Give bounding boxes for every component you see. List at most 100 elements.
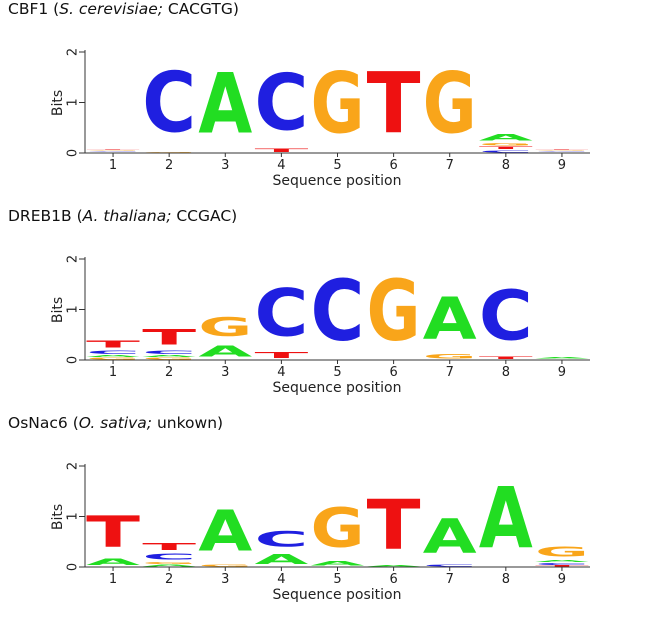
y-tick-label: 2	[66, 255, 81, 263]
logo-letter-C: C	[142, 54, 196, 152]
sequence-logo-chart: Bits Sequence position ACGTAGCCATCAGCTAG…	[50, 48, 590, 189]
species-name: A. thaliana;	[82, 207, 172, 225]
motif-sequence: unkown)	[152, 414, 224, 432]
logo-letter-C: C	[535, 151, 589, 152]
x-axis-title: Sequence position	[273, 587, 402, 603]
y-axis-title: Bits	[50, 504, 66, 530]
logo-letter-G: G	[311, 497, 365, 560]
x-tick-label: 5	[333, 365, 341, 380]
x-tick-label: 5	[333, 158, 341, 173]
x-tick-label: 9	[558, 572, 566, 587]
x-tick-label: 3	[221, 158, 229, 173]
logo-letter-G: G	[311, 54, 365, 152]
y-tick-label: 0	[66, 356, 81, 364]
x-tick-label: 8	[502, 158, 510, 173]
logo-letter-C: C	[142, 553, 196, 562]
x-tick-label: 8	[502, 365, 510, 380]
title-paren: (	[48, 0, 60, 18]
logo-letter-T: T	[367, 55, 421, 153]
logo-letter-G: G	[535, 545, 589, 560]
logo-letter-A: A	[198, 498, 252, 564]
logo-letter-G: G	[367, 262, 421, 360]
title-paren: (	[67, 414, 79, 432]
logo-letter-A: A	[198, 57, 252, 154]
logo-letter-C: C	[535, 563, 589, 566]
y-axis-title: Bits	[50, 297, 66, 323]
x-tick-label: 1	[109, 365, 117, 380]
x-tick-label: 7	[446, 365, 454, 380]
x-tick-label: 1	[109, 158, 117, 173]
logo-letter-A: A	[423, 285, 477, 353]
species-name: S. cerevisiae;	[59, 0, 163, 18]
logo-letter-C: C	[254, 527, 308, 552]
logo-letter-T: T	[479, 146, 533, 150]
x-tick-label: 8	[502, 572, 510, 587]
logo-letter-G: G	[142, 151, 196, 152]
logo-letter-A: A	[142, 564, 196, 567]
y-axis-title: Bits	[50, 90, 66, 116]
logo-letter-G: G	[423, 352, 477, 359]
motif-name: OsNac6	[8, 414, 68, 432]
logo-letter-A: A	[423, 510, 477, 565]
y-tick-label: 0	[66, 563, 81, 571]
logo-letter-T: T	[535, 149, 589, 150]
logo-letter-C: C	[86, 151, 140, 152]
logo-letter-T: T	[86, 339, 141, 350]
logo-letter-T: T	[86, 507, 141, 557]
logo-letter-T: T	[142, 325, 197, 350]
logo-letter-A: A	[535, 152, 589, 153]
x-tick-label: 5	[333, 572, 341, 587]
motif-sequence: CCGAC)	[171, 207, 238, 225]
logo-letter-A: A	[86, 355, 140, 358]
logo-letter-A: A	[535, 559, 589, 562]
x-tick-label: 4	[277, 365, 285, 380]
logo-letter-T: T	[535, 566, 589, 568]
x-tick-label: 6	[389, 365, 397, 380]
logo-letter-C: C	[479, 150, 533, 153]
logo-letter-G: G	[142, 561, 196, 564]
logo-letter-T: T	[254, 351, 308, 360]
logo-letter-A: A	[86, 557, 141, 567]
x-axis-title: Sequence position	[273, 380, 402, 396]
logo-letter-T: T	[254, 148, 308, 153]
x-tick-label: 6	[389, 158, 397, 173]
panel-title: DREB1B (A. thaliana; CCGAC)	[8, 207, 237, 225]
x-tick-label: 3	[221, 572, 229, 587]
logo-letter-A: A	[479, 132, 534, 142]
logo-letter-T: T	[479, 356, 533, 360]
y-tick-label: 1	[66, 512, 81, 520]
x-tick-label: 7	[446, 572, 454, 587]
panel-title: CBF1 (S. cerevisiae; CACGTG)	[8, 0, 239, 18]
x-axis-title: Sequence position	[273, 173, 402, 189]
x-tick-label: 9	[558, 365, 566, 380]
logo-letter-C: C	[423, 565, 477, 567]
logo-letter-T: T	[367, 486, 421, 566]
logo-letter-A: A	[535, 357, 589, 359]
logo-letter-T: T	[142, 541, 197, 552]
panel-title: OsNac6 (O. sativa; unkown)	[8, 414, 223, 432]
logo-panel-2: DREB1B (A. thaliana; CCGAC) Bits Sequenc…	[0, 207, 667, 414]
logo-panel-1: CBF1 (S. cerevisiae; CACGTG) Bits Sequen…	[0, 0, 667, 207]
logo-letter-G: G	[535, 150, 589, 151]
x-tick-label: 2	[165, 572, 173, 587]
x-tick-label: 6	[389, 572, 397, 587]
logo-letter-G: G	[86, 357, 140, 360]
logo-letter-A: A	[367, 565, 421, 567]
logo-letter-G: G	[479, 142, 533, 146]
x-tick-label: 3	[221, 365, 229, 380]
y-tick-label: 1	[66, 98, 81, 106]
x-tick-label: 4	[277, 572, 285, 587]
x-tick-label: 1	[109, 572, 117, 587]
logo-letter-G: G	[86, 150, 140, 151]
title-paren: (	[71, 207, 83, 225]
logo-letter-T: T	[86, 149, 140, 150]
logo-panel-3: OsNac6 (O. sativa; unkown) Bits Sequence…	[0, 414, 667, 621]
logo-letter-C: C	[254, 276, 308, 351]
y-tick-label: 2	[66, 48, 81, 56]
logo-letter-A: A	[479, 471, 533, 568]
logo-letter-C: C	[142, 350, 196, 355]
motif-sequence: CACGTG)	[163, 0, 239, 18]
logo-letter-A: A	[86, 152, 140, 153]
